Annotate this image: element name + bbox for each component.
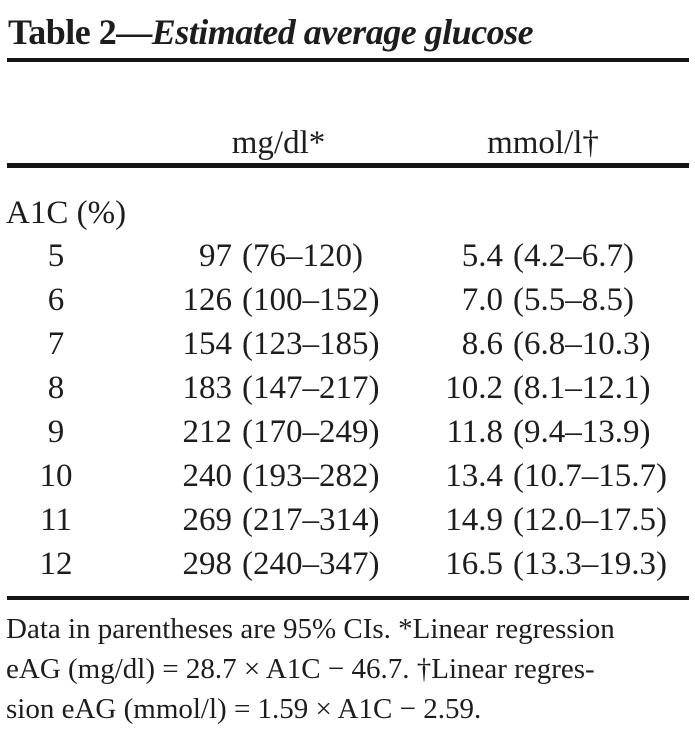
mmol-cell: 13.4 (10.7–15.7) xyxy=(411,454,695,498)
mgdl-value: 212 xyxy=(182,414,233,450)
mgdl-cell: 154 (123–185) xyxy=(146,322,411,366)
footnote-line: sion eAG (mmol/l) = 1.59 × A1C − 2.59. xyxy=(6,693,482,725)
top-divider xyxy=(7,58,689,62)
table-row: 8 183 (147–217) 10.2 (8.1–12.1) xyxy=(0,366,695,410)
mgdl-ci: (147–217) xyxy=(242,370,380,406)
a1c-value: 6 xyxy=(47,282,65,318)
mmol-ci: (4.2–6.7) xyxy=(513,238,634,274)
mgdl-value: 97 xyxy=(199,238,232,274)
header-divider xyxy=(7,163,689,168)
table-caption-text: Estimated average glucose xyxy=(151,12,534,52)
mgdl-value: 183 xyxy=(182,370,233,406)
footnote-line: eAG (mg/dl) = 28.7 × A1C − 46.7. †Linear… xyxy=(6,653,595,685)
table-row: 9 212 (170–249) 11.8 (9.4–13.9) xyxy=(0,410,695,454)
table-number-label: Table 2— xyxy=(8,12,152,52)
mmol-cell: 7.0 (5.5–8.5) xyxy=(411,278,695,322)
table-body: A1C (%) 5 97 (76–120) 5.4 (4.2–6.7) 6 126(… xyxy=(0,168,695,586)
a1c-value: 11 xyxy=(40,502,72,538)
mgdl-ci: (100–152) xyxy=(242,282,380,318)
mmol-value: 7.0 xyxy=(461,282,503,318)
mgdl-cell: 269 (217–314) xyxy=(146,498,411,542)
a1c-value: 7 xyxy=(47,326,65,362)
mgdl-ci: (240–347) xyxy=(242,546,380,582)
mmol-cell: 5.4 (4.2–6.7) xyxy=(411,234,695,278)
mgdl-value: 240 xyxy=(182,458,233,494)
table-title: Table 2—Estimated average glucose xyxy=(0,0,695,54)
mgdl-ci: (217–314) xyxy=(242,502,380,538)
mgdl-value: 269 xyxy=(182,502,233,538)
table-row: 11 269 (217–314) 14.9 (12.0–17.5) xyxy=(0,498,695,542)
mmol-value: 14.9 xyxy=(445,502,503,538)
mgdl-cell: 212 (170–249) xyxy=(146,410,411,454)
mgdl-value: 298 xyxy=(182,546,233,582)
mmol-cell: 14.9 (12.0–17.5) xyxy=(411,498,695,542)
mmol-value: 16.5 xyxy=(445,546,503,582)
mgdl-ci: (193–282) xyxy=(242,458,380,494)
mmol-ci: (10.7–15.7) xyxy=(513,458,667,494)
mgdl-ci: (76–120) xyxy=(242,238,363,274)
a1c-value: 12 xyxy=(39,546,73,582)
mgdl-cell: 126 (100–152) xyxy=(146,278,411,322)
mgdl-cell: 97 (76–120) xyxy=(146,234,411,278)
table-row: 10 240 (193–282) 13.4 (10.7–15.7) xyxy=(0,454,695,498)
table-row: 5 97 (76–120) 5.4 (4.2–6.7) xyxy=(0,234,695,278)
mmol-cell: 10.2 (8.1–12.1) xyxy=(411,366,695,410)
mmol-value: 13.4 xyxy=(445,458,503,494)
bottom-divider xyxy=(7,596,689,600)
a1c-value: 5 xyxy=(47,238,65,274)
table-header-row: mg/dl* mmol/l† xyxy=(0,62,695,163)
mgdl-value: 126 xyxy=(182,282,233,318)
mgdl-cell: 298 (240–347) xyxy=(146,542,411,586)
mmol-ci: (6.8–10.3) xyxy=(513,326,651,362)
column-header-mgdl: mg/dl* xyxy=(231,125,326,161)
mmol-value: 8.6 xyxy=(461,326,503,362)
row-group-label: A1C (%) xyxy=(6,195,127,231)
table-row: 6 126 (100–152) 7.0 (5.5–8.5) xyxy=(0,278,695,322)
mmol-ci: (12.0–17.5) xyxy=(513,502,667,538)
mmol-cell: 8.6 (6.8–10.3) xyxy=(411,322,695,366)
mmol-value: 10.2 xyxy=(445,370,503,406)
table-row: 12 298 (240–347) 16.5 (13.3–19.3) xyxy=(0,542,695,586)
table-row: 7 154 (123–185) 8.6 (6.8–10.3) xyxy=(0,322,695,366)
mgdl-value: 154 xyxy=(182,326,233,362)
table-footnote: Data in parentheses are 95% CIs. *Linear… xyxy=(0,600,695,729)
a1c-value: 9 xyxy=(47,414,65,450)
mmol-ci: (9.4–13.9) xyxy=(513,414,651,450)
mmol-cell: 16.5 (13.3–19.3) xyxy=(411,542,695,586)
mmol-cell: 11.8 (9.4–13.9) xyxy=(411,410,695,454)
mmol-ci: (5.5–8.5) xyxy=(513,282,634,318)
mgdl-cell: 240 (193–282) xyxy=(146,454,411,498)
a1c-value: 10 xyxy=(39,458,73,494)
mmol-value: 11.8 xyxy=(446,414,503,450)
mgdl-ci: (170–249) xyxy=(242,414,380,450)
mgdl-ci: (123–185) xyxy=(242,326,380,362)
mgdl-cell: 183 (147–217) xyxy=(146,366,411,410)
footnote-line: Data in parentheses are 95% CIs. *Linear… xyxy=(6,613,615,645)
mmol-ci: (13.3–19.3) xyxy=(513,546,667,582)
column-header-mmol: mmol/l† xyxy=(487,125,599,161)
a1c-value: 8 xyxy=(47,370,65,406)
mmol-value: 5.4 xyxy=(461,238,503,274)
mmol-ci: (8.1–12.1) xyxy=(513,370,651,406)
